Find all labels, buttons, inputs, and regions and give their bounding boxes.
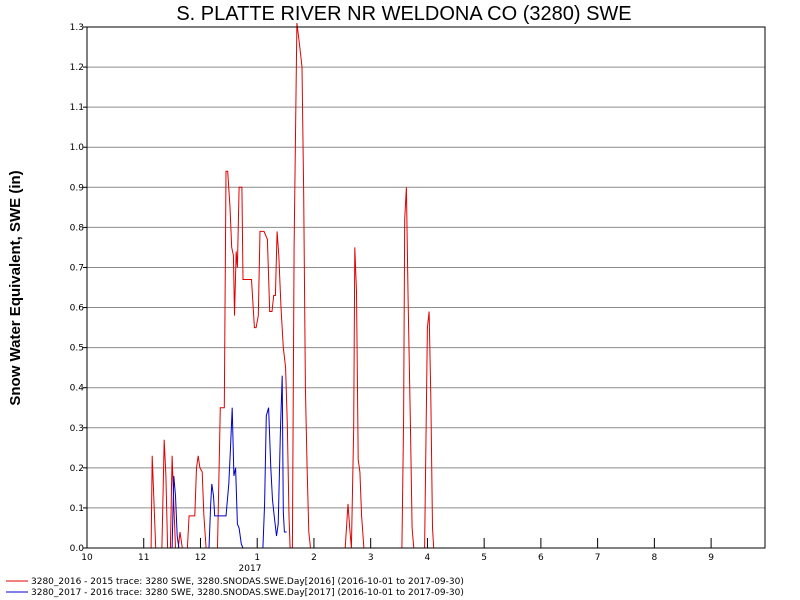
series-layer — [150, 22, 435, 549]
y-tick-label: 1.0 — [70, 143, 85, 153]
legend-label-series-1: 3280_2016 - 2015 trace: 3280 SWE, 3280.S… — [31, 577, 464, 587]
x-tick-label: 1 — [254, 553, 260, 563]
series-line-1 — [150, 22, 435, 549]
y-tick-label: 0.9 — [70, 183, 85, 193]
y-axis-label: Snow Water Equivalent, SWE (in) — [7, 170, 24, 405]
x-ticks: 10 11 12 1 2 3 4 5 6 7 8 9 — [81, 538, 714, 563]
y-tick-label: 0.8 — [70, 223, 85, 233]
y-ticks: 0.0 0.1 0.2 0.3 0.4 0.5 0.6 0.7 0.8 0.9 1.0 1.1 1.2 1… — [70, 23, 87, 554]
y-tick-label: 0.1 — [70, 504, 84, 514]
x-tick-label: 6 — [538, 553, 544, 563]
x-tick-label: 5 — [481, 553, 487, 563]
year-label: 2017 — [239, 564, 262, 574]
series-line-2 — [171, 375, 287, 549]
y-tick-label: 1.1 — [70, 103, 84, 113]
x-tick-label: 8 — [651, 553, 657, 563]
y-tick-label: 1.2 — [70, 63, 84, 73]
plot-frame — [86, 26, 766, 549]
legend: 3280_2016 - 2015 trace: 3280 SWE, 3280.S… — [6, 577, 464, 598]
x-tick-label: 11 — [138, 553, 149, 563]
x-tick-label: 2 — [311, 553, 317, 563]
x-tick-label: 4 — [425, 553, 431, 563]
y-tick-label: 0.4 — [70, 384, 85, 394]
y-tick-label: 1.3 — [70, 23, 84, 33]
y-tick-label: 0.3 — [70, 424, 84, 434]
y-tick-label: 0.6 — [70, 304, 85, 314]
x-tick-label: 12 — [195, 553, 206, 563]
y-tick-label: 0.7 — [70, 263, 84, 273]
y-tick-label: 0.5 — [70, 344, 84, 354]
x-tick-label: 3 — [368, 553, 374, 563]
x-tick-label: 10 — [81, 553, 93, 563]
legend-label-series-2: 3280_2017 - 2016 trace: 3280 SWE, 3280.S… — [31, 588, 464, 598]
y-tick-label: 0.0 — [70, 544, 85, 554]
chart-title: S. PLATTE RIVER NR WELDONA CO (3280) SWE — [176, 3, 631, 25]
y-tick-label: 0.2 — [70, 464, 84, 474]
x-tick-label: 7 — [595, 553, 601, 563]
x-tick-label: 9 — [708, 553, 714, 563]
